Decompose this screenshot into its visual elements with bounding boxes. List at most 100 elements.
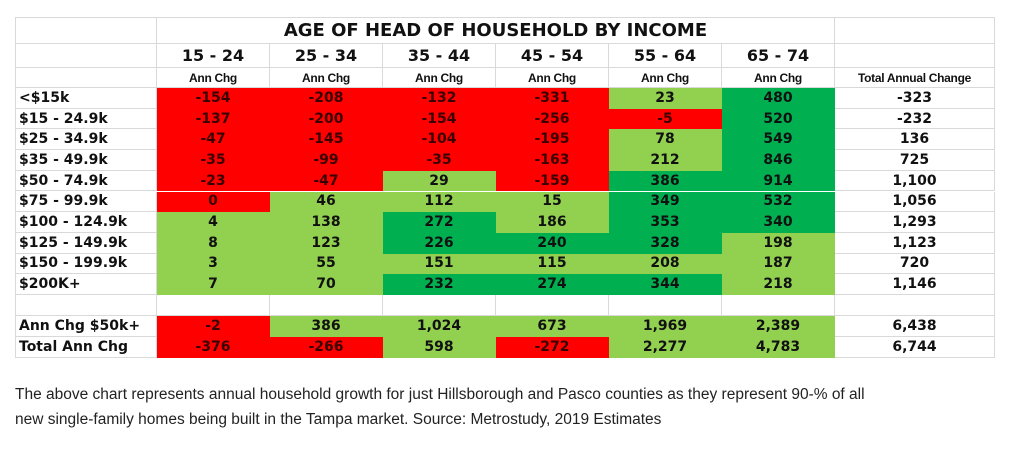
income-age-table: AGE OF HEAD OF HOUSEHOLD BY INCOME 15 - 2… [15, 17, 995, 358]
age-header: 45 - 54 [496, 44, 609, 68]
age-header: 25 - 34 [270, 44, 383, 68]
row-total: 1,100 [835, 170, 995, 192]
data-cell: -2 [157, 316, 270, 337]
data-cell: -23 [157, 170, 270, 192]
header-blank [15, 44, 157, 68]
footnote-line-1: The above chart represents annual househ… [15, 386, 865, 403]
table-title: AGE OF HEAD OF HOUSEHOLD BY INCOME [157, 17, 835, 44]
data-cell: 151 [383, 253, 496, 275]
data-cell: 3 [157, 253, 270, 275]
ann-chg-header: Ann Chg [270, 68, 383, 88]
data-cell: 15 [496, 191, 609, 213]
row-total: 725 [835, 150, 995, 171]
ann-chg-header: Ann Chg [609, 68, 722, 88]
ann-chg-header: Ann Chg [157, 68, 270, 88]
row-total: -232 [835, 108, 995, 130]
data-cell: -195 [496, 129, 609, 151]
data-cell: 29 [383, 170, 496, 192]
age-header: 35 - 44 [383, 44, 496, 68]
data-cell: 4 [157, 212, 270, 233]
data-cell: 353 [609, 212, 722, 233]
data-cell: 187 [722, 253, 835, 275]
data-cell: 598 [383, 337, 496, 358]
data-cell: -47 [157, 129, 270, 151]
age-header: 15 - 24 [157, 44, 270, 68]
footnote-line-2: new single-family homes being built in t… [15, 411, 662, 428]
row-total: 6,744 [835, 337, 995, 358]
data-cell: -376 [157, 337, 270, 358]
data-cell: 198 [722, 232, 835, 254]
row-label: <$15k [15, 88, 157, 109]
data-cell: 340 [722, 212, 835, 233]
data-cell: -154 [157, 88, 270, 109]
data-cell: -159 [496, 170, 609, 192]
data-cell: 112 [383, 191, 496, 213]
data-cell: 78 [609, 129, 722, 151]
data-cell: 115 [496, 253, 609, 275]
data-cell: 7 [157, 274, 270, 295]
data-cell: 386 [270, 316, 383, 337]
data-cell: -200 [270, 108, 383, 130]
data-cell: 328 [609, 232, 722, 254]
data-cell: -272 [496, 337, 609, 358]
data-cell: 349 [609, 191, 722, 213]
ann-chg-header: Ann Chg [722, 68, 835, 88]
data-cell: 1,969 [609, 316, 722, 337]
row-label: $100 - 124.9k [15, 212, 157, 233]
data-cell: 4,783 [722, 337, 835, 358]
data-cell: 226 [383, 232, 496, 254]
row-total: 136 [835, 129, 995, 151]
row-total: 1,056 [835, 191, 995, 213]
row-label: $150 - 199.9k [15, 253, 157, 275]
row-total: 720 [835, 253, 995, 275]
data-cell: 480 [722, 88, 835, 109]
data-cell: -137 [157, 108, 270, 130]
data-cell: 138 [270, 212, 383, 233]
data-cell: 240 [496, 232, 609, 254]
data-cell: 386 [609, 170, 722, 192]
data-cell: 914 [722, 170, 835, 192]
data-cell: -331 [496, 88, 609, 109]
data-cell: -35 [157, 150, 270, 171]
data-cell: 212 [609, 150, 722, 171]
data-cell: -266 [270, 337, 383, 358]
row-total: 1,293 [835, 212, 995, 233]
data-cell: 8 [157, 232, 270, 254]
row-total: 1,123 [835, 232, 995, 254]
data-cell: 520 [722, 108, 835, 130]
data-cell: 23 [609, 88, 722, 109]
data-cell: -104 [383, 129, 496, 151]
row-label: Ann Chg $50k+ [15, 316, 157, 337]
row-label: $50 - 74.9k [15, 170, 157, 192]
data-cell: -154 [383, 108, 496, 130]
data-cell: -5 [609, 108, 722, 130]
data-cell: 0 [157, 191, 270, 213]
data-cell: 846 [722, 150, 835, 171]
age-header: 55 - 64 [609, 44, 722, 68]
footnote: The above chart represents annual househ… [15, 382, 1015, 432]
blank-cell [157, 295, 270, 316]
data-cell: -132 [383, 88, 496, 109]
data-cell: -256 [496, 108, 609, 130]
data-cell: 186 [496, 212, 609, 233]
data-cell: 532 [722, 191, 835, 213]
data-cell: 2,389 [722, 316, 835, 337]
blank-cell [496, 295, 609, 316]
ann-chg-header: Ann Chg [383, 68, 496, 88]
header-blank [835, 44, 995, 68]
ann-chg-header: Ann Chg [496, 68, 609, 88]
row-label: $75 - 99.9k [15, 191, 157, 213]
data-cell: -35 [383, 150, 496, 171]
data-cell: 274 [496, 274, 609, 295]
blank-cell [15, 295, 157, 316]
header-blank [835, 17, 995, 44]
data-cell: 1,024 [383, 316, 496, 337]
data-cell: 123 [270, 232, 383, 254]
row-label: $25 - 34.9k [15, 129, 157, 151]
blank-cell [383, 295, 496, 316]
row-label: Total Ann Chg [15, 337, 157, 358]
data-cell: 272 [383, 212, 496, 233]
header-blank [15, 17, 157, 44]
data-cell: 46 [270, 191, 383, 213]
row-total: -323 [835, 88, 995, 109]
